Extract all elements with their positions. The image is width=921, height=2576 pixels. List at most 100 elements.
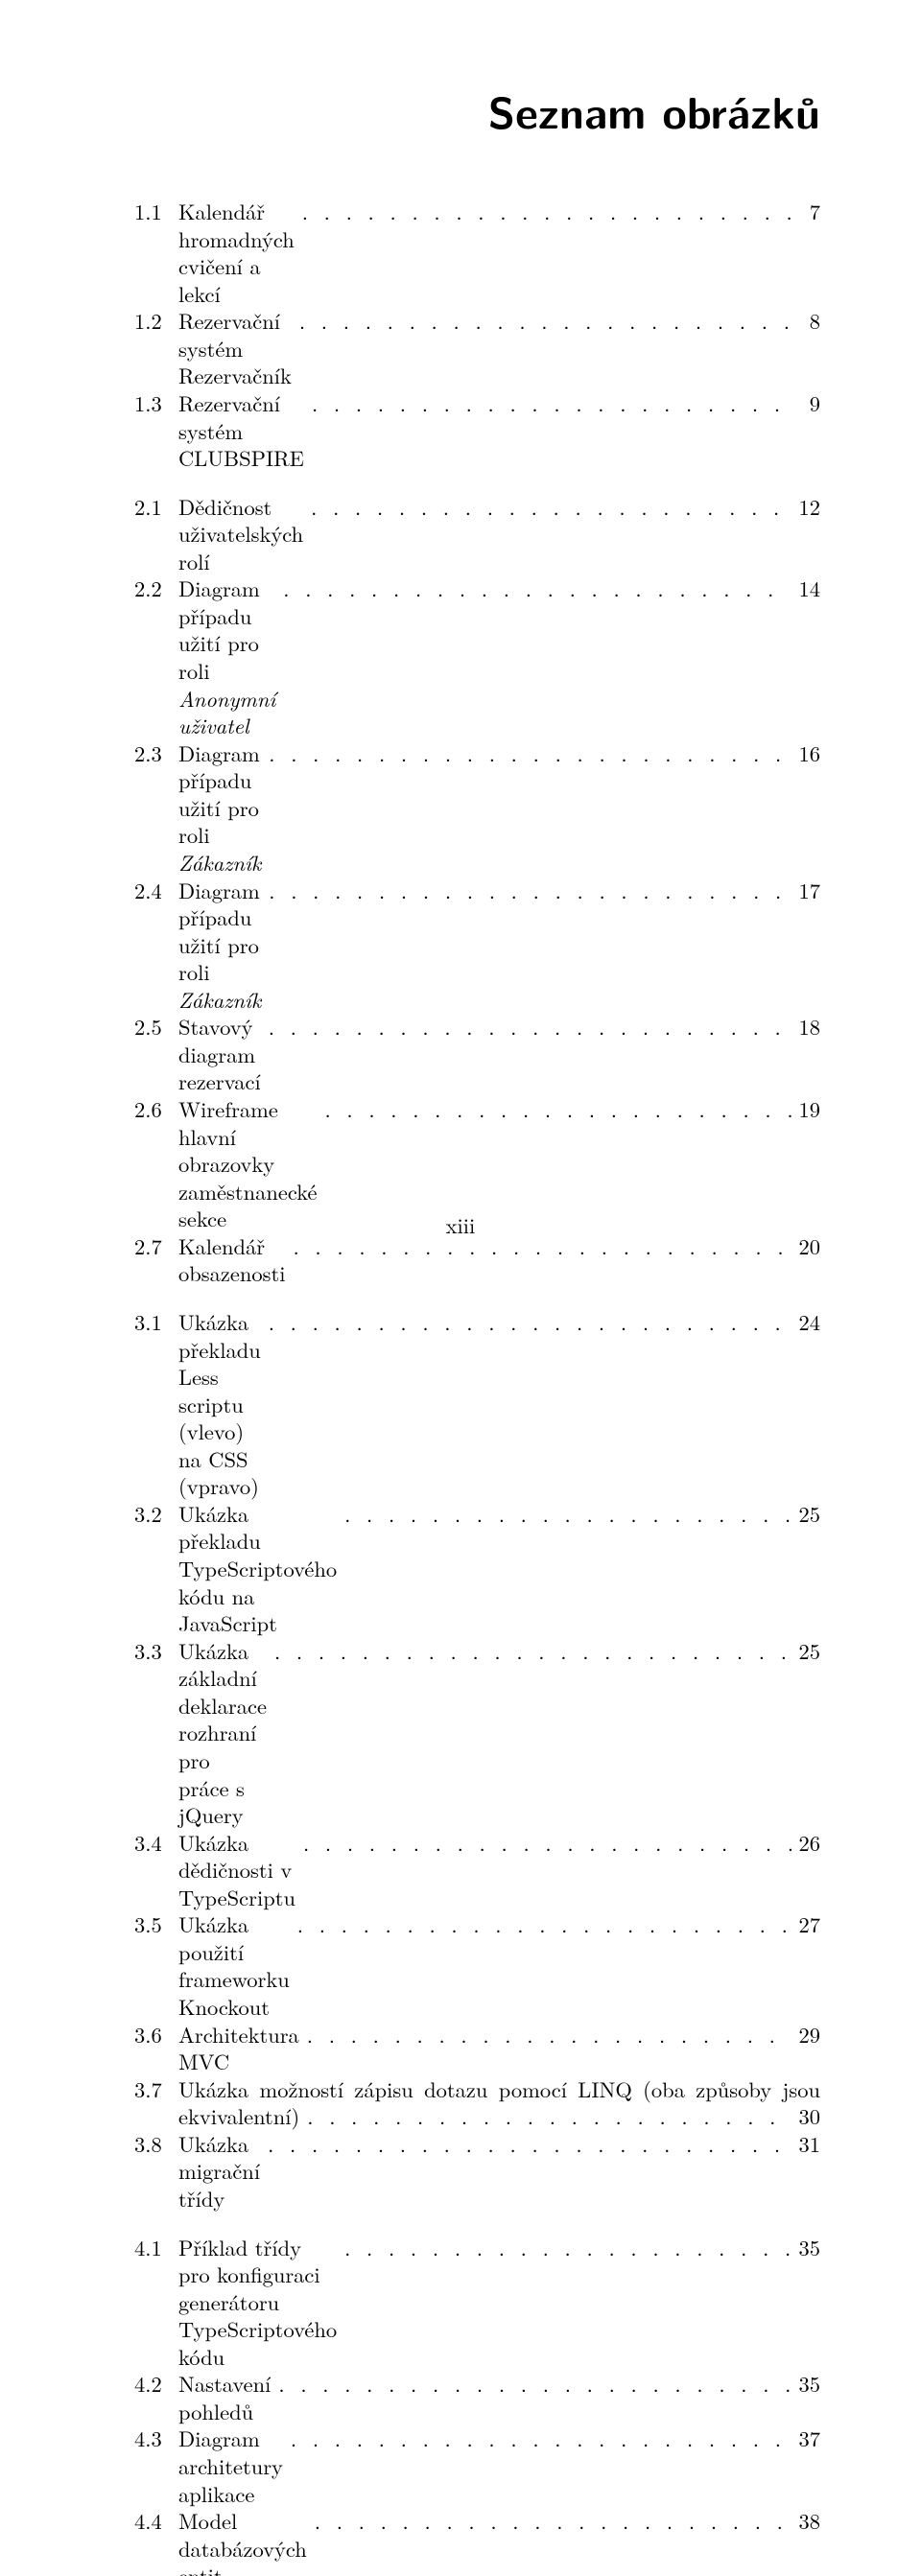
entry-number: 3.2 (134, 1500, 178, 1528)
leader-dots: . . . . . . . . . . . . . . . . . . . . … (303, 493, 791, 521)
entry-page: 31 (791, 2130, 820, 2158)
leader-dots: . . . . . . . . . . . . . . . . . . . . … (307, 2507, 791, 2535)
entry-page: 8 (791, 307, 820, 335)
lof-entry: 2.1Dědičnost uživatelských rolí. . . . .… (134, 493, 820, 575)
leader-dots: . . . . . . . . . . . . . . . . . . . . … (292, 307, 791, 335)
entry-label: Ukázka možností zápisu dotazu pomocí LIN… (178, 2075, 820, 2103)
entry-label: Ukázka použití frameworku Knockout (178, 1910, 290, 2020)
entry-page: 29 (791, 2021, 820, 2049)
lof-group: 2.1Dědičnost uživatelských rolí. . . . .… (134, 493, 820, 1287)
lof-entry: 4.3Diagram architetury aplikace. . . . .… (134, 2424, 820, 2507)
leader-dots: . . . . . . . . . . . . . . . . . . . . … (261, 1013, 791, 1041)
page-number: xiii (0, 1209, 921, 1240)
entry-number: 1.1 (134, 198, 178, 225)
leader-dots: . . . . . . . . . . . . . . . . . . . . … (267, 1637, 791, 1665)
leader-dots: . . . . . . . . . . . . . . . . . . . . … (304, 389, 791, 417)
entry-label: Ukázka migrační třídy (178, 2130, 260, 2213)
page-title: Seznam obrázků (134, 79, 820, 142)
leader-dots: . . . . . . . . . . . . . . . . . . . . … (299, 2021, 791, 2049)
entry-label: Rezervační systém CLUBSPIRE (178, 389, 304, 472)
lof-entry: 3.4Ukázka dědičnosti v TypeScriptu. . . … (134, 1829, 820, 1911)
entry-label: Diagram případu užití pro roli Zákazník (178, 877, 261, 1014)
lof-entry: 3.6Architektura MVC. . . . . . . . . . .… (134, 2021, 820, 2075)
entry-page: 12 (791, 493, 820, 521)
lof-entry: 3.8Ukázka migrační třídy. . . . . . . . … (134, 2130, 820, 2213)
lof-entry: 2.7Kalendář obsazenosti. . . . . . . . .… (134, 1232, 820, 1287)
lof-entry: 1.2Rezervační systém Rezervačník. . . . … (134, 307, 820, 389)
entry-page: 38 (791, 2507, 820, 2535)
entry-page: 9 (791, 389, 820, 417)
entry-page: 27 (791, 1910, 820, 1938)
entry-page: 19 (791, 1095, 820, 1123)
entry-label: Příklad třídy pro konfiguraci generátoru… (178, 2234, 337, 2371)
entry-label: Kalendář hromadných cvičení a lekcí (178, 198, 295, 307)
entry-page: 16 (791, 739, 820, 767)
entry-number: 4.3 (134, 2424, 178, 2452)
entry-page: 37 (791, 2424, 820, 2452)
lof-entry: 4.2Nastavení pohledů. . . . . . . . . . … (134, 2370, 820, 2424)
entry-number: 3.6 (134, 2021, 178, 2049)
entry-number: 4.4 (134, 2507, 178, 2535)
entry-label: Dědičnost uživatelských rolí (178, 493, 303, 575)
leader-dots: . . . . . . . . . . . . . . . . . . . . … (283, 2424, 791, 2452)
entry-number: 4.2 (134, 2370, 178, 2398)
entry-number: 2.3 (134, 739, 178, 767)
lof-entry: 2.4Diagram případu užití pro roli Zákazn… (134, 877, 820, 1014)
entry-number: 1.2 (134, 307, 178, 335)
leader-dots: . . . . . . . . . . . . . . . . . . . . … (337, 1500, 791, 1528)
entry-number: 2.4 (134, 877, 178, 904)
lof-entry: 4.4Model databázových entit rezervační k… (134, 2507, 820, 2576)
leader-dots: . . . . . . . . . . . . . . . . . . . . … (290, 1910, 791, 1938)
lof-entry: 3.7Ukázka možností zápisu dotazu pomocí … (134, 2075, 820, 2103)
leader-dots: . . . . . . . . . . . . . . . . . . . . … (295, 1829, 791, 1857)
entry-label: Diagram případu užití pro roli Zákazník (178, 739, 261, 877)
entry-number: 2.6 (134, 1095, 178, 1123)
entry-page: 25 (791, 1637, 820, 1665)
lof-container: 1.1Kalendář hromadných cvičení a lekcí. … (134, 198, 820, 2576)
entry-page: 25 (791, 1500, 820, 1528)
entry-page: 24 (791, 1308, 820, 1336)
lof-entry: 2.2Diagram případu užití pro roli Anonym… (134, 574, 820, 738)
entry-label: Architektura MVC (178, 2021, 299, 2075)
lof-group: 4.1Příklad třídy pro konfiguraci generát… (134, 2234, 820, 2576)
entry-label: Rezervační systém Rezervačník (178, 307, 292, 389)
entry-number: 2.1 (134, 493, 178, 521)
lof-entry: 1.3Rezervační systém CLUBSPIRE. . . . . … (134, 389, 820, 472)
leader-dots: . . . . . . . . . . . . . . . . . . . . … (271, 2370, 791, 2398)
entry-label: Ukázka překladu Less scriptu (vlevo) na … (178, 1308, 261, 1500)
entry-page: 7 (791, 198, 820, 225)
entry-label: Ukázka základní deklarace rozhraní pro p… (178, 1637, 267, 1829)
leader-dots: . . . . . . . . . . . . . . . . . . . . … (299, 2102, 791, 2130)
leader-dots: . . . . . . . . . . . . . . . . . . . . … (275, 574, 791, 602)
lof-entry: 2.3Diagram případu užití pro roli Zákazn… (134, 739, 820, 877)
entry-label: Ukázka překladu TypeScriptového kódu na … (178, 1500, 337, 1637)
lof-entry: 3.5Ukázka použití frameworku Knockout. .… (134, 1910, 820, 2020)
lof-entry: 2.5Stavový diagram rezervací. . . . . . … (134, 1013, 820, 1095)
lof-entry: 1.1Kalendář hromadných cvičení a lekcí. … (134, 198, 820, 307)
entry-number: 3.1 (134, 1308, 178, 1336)
entry-label: ekvivalentní) (178, 2102, 299, 2130)
lof-group: 1.1Kalendář hromadných cvičení a lekcí. … (134, 198, 820, 472)
entry-number: 3.4 (134, 1829, 178, 1857)
entry-number: 2.5 (134, 1013, 178, 1041)
entry-label: Nastavení pohledů (178, 2370, 271, 2424)
entry-label: Model databázových entit rezervační komp… (178, 2507, 307, 2576)
entry-number: 3.3 (134, 1637, 178, 1665)
lof-entry: 3.1Ukázka překladu Less scriptu (vlevo) … (134, 1308, 820, 1500)
entry-number: 3.5 (134, 1910, 178, 1938)
entry-page: 26 (791, 1829, 820, 1857)
entry-label: Ukázka dědičnosti v TypeScriptu (178, 1829, 295, 1911)
entry-number: 1.3 (134, 389, 178, 417)
entry-number: 4.1 (134, 2234, 178, 2261)
entry-number: 2.2 (134, 574, 178, 602)
leader-dots: . . . . . . . . . . . . . . . . . . . . … (261, 877, 791, 904)
lof-entry-continuation: ekvivalentní). . . . . . . . . . . . . .… (134, 2102, 820, 2130)
leader-dots: . . . . . . . . . . . . . . . . . . . . … (261, 739, 791, 767)
entry-page: 35 (791, 2370, 820, 2398)
entry-number: 3.7 (134, 2075, 178, 2103)
page: Seznam obrázků 1.1Kalendář hromadných cv… (0, 0, 921, 1288)
entry-label: Diagram případu užití pro roli Anonymní … (178, 574, 275, 738)
leader-dots: . . . . . . . . . . . . . . . . . . . . … (295, 198, 791, 225)
entry-label: Diagram architetury aplikace (178, 2424, 283, 2507)
lof-entry: 3.3Ukázka základní deklarace rozhraní pr… (134, 1637, 820, 1829)
